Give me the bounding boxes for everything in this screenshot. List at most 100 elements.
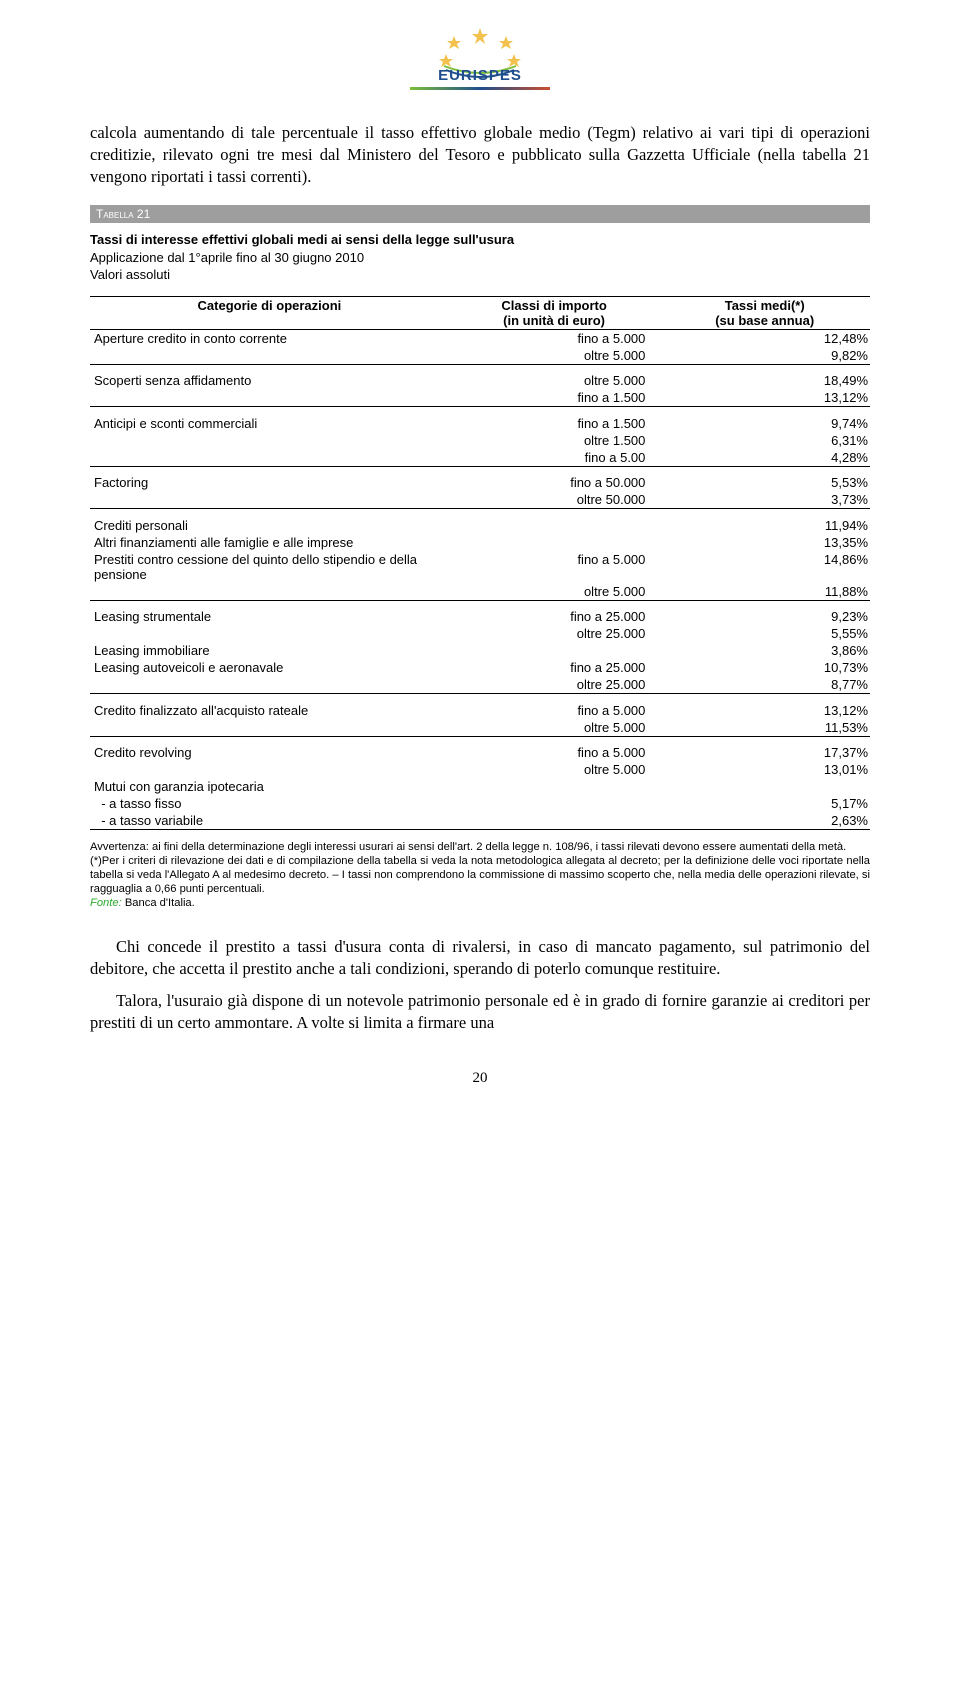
cell-rate: 5,17% bbox=[659, 795, 870, 812]
cell-rate: 13,12% bbox=[659, 389, 870, 407]
table-row: - a tasso variabile2,63% bbox=[90, 812, 870, 830]
cell-category: Aperture credito in conto corrente bbox=[90, 329, 449, 347]
cell-amount bbox=[449, 534, 660, 551]
cell-category bbox=[90, 491, 449, 509]
table-subtitle-1: Applicazione dal 1°aprile fino al 30 giu… bbox=[90, 249, 870, 267]
cell-amount: fino a 5.000 bbox=[449, 551, 660, 583]
cell-category: Mutui con garanzia ipotecaria bbox=[90, 778, 449, 795]
cell-rate: 9,23% bbox=[659, 608, 870, 625]
cell-category: Leasing strumentale bbox=[90, 608, 449, 625]
table-row: oltre 5.0009,82% bbox=[90, 347, 870, 365]
cell-category bbox=[90, 719, 449, 737]
cell-category: Factoring bbox=[90, 474, 449, 491]
table-row: Credito revolvingfino a 5.00017,37% bbox=[90, 744, 870, 761]
cell-category: Credito revolving bbox=[90, 744, 449, 761]
footnote-avvertenza: Avvertenza: ai fini della determinazione… bbox=[90, 840, 870, 854]
table-spacer-row bbox=[90, 466, 870, 474]
table-title-block: Tassi di interesse effettivi globali med… bbox=[90, 231, 870, 284]
cell-rate: 6,31% bbox=[659, 432, 870, 449]
table-row: Altri finanziamenti alle famiglie e alle… bbox=[90, 534, 870, 551]
cell-amount: oltre 25.000 bbox=[449, 625, 660, 642]
table-row: - a tasso fisso5,17% bbox=[90, 795, 870, 812]
cell-amount: oltre 5.000 bbox=[449, 583, 660, 601]
table-row: Mutui con garanzia ipotecaria bbox=[90, 778, 870, 795]
table-row: oltre 50.0003,73% bbox=[90, 491, 870, 509]
cell-amount: fino a 5.000 bbox=[449, 744, 660, 761]
table-row: Leasing strumentalefino a 25.0009,23% bbox=[90, 608, 870, 625]
cell-category: Leasing immobiliare bbox=[90, 642, 449, 659]
cell-category: Anticipi e sconti commerciali bbox=[90, 415, 449, 432]
cell-amount: oltre 5.000 bbox=[449, 372, 660, 389]
cell-category bbox=[90, 761, 449, 778]
table-spacer-row bbox=[90, 509, 870, 517]
cell-rate: 18,49% bbox=[659, 372, 870, 389]
cell-category: Altri finanziamenti alle famiglie e alle… bbox=[90, 534, 449, 551]
table-row: Prestiti contro cessione del quinto dell… bbox=[90, 551, 870, 583]
cell-amount: fino a 5.000 bbox=[449, 329, 660, 347]
cell-rate: 4,28% bbox=[659, 449, 870, 467]
intro-paragraph: calcola aumentando di tale percentuale i… bbox=[90, 122, 870, 187]
col-header-amount: Classi di importo (in unità di euro) bbox=[449, 296, 660, 329]
col-header-rate: Tassi medi(*) (su base annua) bbox=[659, 296, 870, 329]
cell-rate: 17,37% bbox=[659, 744, 870, 761]
table-row: oltre 25.0005,55% bbox=[90, 625, 870, 642]
cell-amount: fino a 1.500 bbox=[449, 415, 660, 432]
cell-amount bbox=[449, 812, 660, 830]
cell-rate bbox=[659, 778, 870, 795]
cell-amount bbox=[449, 517, 660, 534]
cell-category bbox=[90, 432, 449, 449]
table-row: oltre 25.0008,77% bbox=[90, 676, 870, 694]
table-spacer-row bbox=[90, 364, 870, 372]
cell-amount: oltre 5.000 bbox=[449, 761, 660, 778]
cell-rate: 5,53% bbox=[659, 474, 870, 491]
table-row: Scoperti senza affidamentooltre 5.00018,… bbox=[90, 372, 870, 389]
logo-underline bbox=[410, 87, 550, 90]
cell-amount: fino a 5.00 bbox=[449, 449, 660, 467]
cell-amount: oltre 50.000 bbox=[449, 491, 660, 509]
cell-category: - a tasso variabile bbox=[90, 812, 449, 830]
table-footnotes: Avvertenza: ai fini della determinazione… bbox=[90, 840, 870, 910]
table-row: oltre 1.5006,31% bbox=[90, 432, 870, 449]
cell-category bbox=[90, 449, 449, 467]
cell-category: Credito finalizzato all'acquisto rateale bbox=[90, 702, 449, 719]
page-number: 20 bbox=[90, 1070, 870, 1087]
footnote-star: (*)Per i criteri di rilevazione dei dati… bbox=[90, 854, 870, 896]
cell-category: Crediti personali bbox=[90, 517, 449, 534]
cell-amount: oltre 5.000 bbox=[449, 719, 660, 737]
footnote-source-value: Banca d'Italia. bbox=[122, 897, 195, 909]
table-row: fino a 1.50013,12% bbox=[90, 389, 870, 407]
cell-amount: fino a 25.000 bbox=[449, 608, 660, 625]
cell-rate: 10,73% bbox=[659, 659, 870, 676]
cell-amount: oltre 25.000 bbox=[449, 676, 660, 694]
document-page: EURISPES calcola aumentando di tale perc… bbox=[0, 0, 960, 1117]
cell-rate: 12,48% bbox=[659, 329, 870, 347]
table-row: Leasing immobiliare3,86% bbox=[90, 642, 870, 659]
table-subtitle-2: Valori assoluti bbox=[90, 266, 870, 284]
table-row: Factoringfino a 50.0005,53% bbox=[90, 474, 870, 491]
table-spacer-row bbox=[90, 407, 870, 415]
table-row: oltre 5.00011,88% bbox=[90, 583, 870, 601]
cell-amount: fino a 25.000 bbox=[449, 659, 660, 676]
cell-rate: 13,35% bbox=[659, 534, 870, 551]
cell-rate: 13,01% bbox=[659, 761, 870, 778]
table-spacer-row bbox=[90, 600, 870, 608]
cell-rate: 9,82% bbox=[659, 347, 870, 365]
cell-amount bbox=[449, 778, 660, 795]
cell-rate: 3,73% bbox=[659, 491, 870, 509]
cell-rate: 9,74% bbox=[659, 415, 870, 432]
cell-rate: 8,77% bbox=[659, 676, 870, 694]
table-row: Crediti personali11,94% bbox=[90, 517, 870, 534]
cell-category: Prestiti contro cessione del quinto dell… bbox=[90, 551, 449, 583]
table-row: fino a 5.004,28% bbox=[90, 449, 870, 467]
cell-category bbox=[90, 676, 449, 694]
cell-rate: 11,88% bbox=[659, 583, 870, 601]
table-bar-label: Tabella 21 bbox=[90, 205, 870, 223]
cell-rate: 13,12% bbox=[659, 702, 870, 719]
table-row: oltre 5.00013,01% bbox=[90, 761, 870, 778]
table-spacer-row bbox=[90, 694, 870, 702]
cell-rate: 14,86% bbox=[659, 551, 870, 583]
cell-category bbox=[90, 583, 449, 601]
footnote-source-label: Fonte: bbox=[90, 897, 122, 909]
cell-amount: oltre 1.500 bbox=[449, 432, 660, 449]
cell-rate: 11,53% bbox=[659, 719, 870, 737]
